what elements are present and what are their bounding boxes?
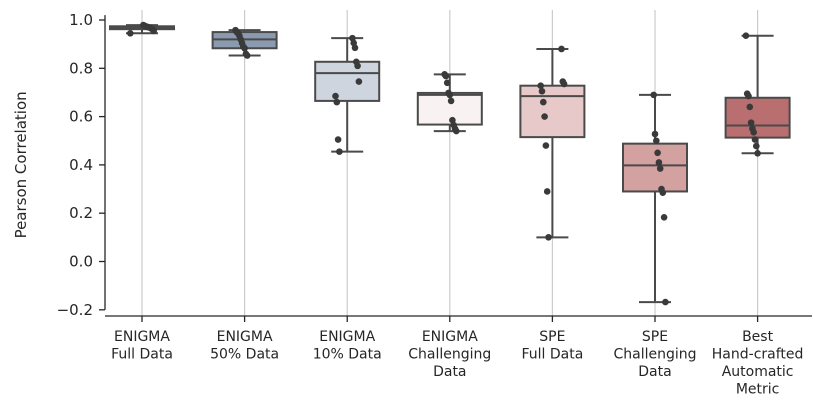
data-point xyxy=(540,98,547,106)
data-point xyxy=(656,165,664,172)
x-category-label: Full Data xyxy=(521,347,583,363)
x-category-label: Automatic xyxy=(722,364,794,380)
x-category-label: SPE xyxy=(539,329,565,345)
data-point xyxy=(559,78,567,85)
x-category-label: 50% Data xyxy=(210,347,279,363)
data-point xyxy=(754,150,761,157)
y-tick-label: 0.4 xyxy=(69,156,93,174)
data-point xyxy=(545,234,552,241)
y-tick-label: 0.6 xyxy=(69,108,93,126)
data-point xyxy=(355,78,363,85)
x-category-label: SPE xyxy=(642,329,668,345)
data-point xyxy=(449,116,456,124)
data-point xyxy=(140,21,147,29)
data-point xyxy=(655,159,663,166)
data-point xyxy=(654,149,661,157)
data-point xyxy=(232,26,239,34)
data-point xyxy=(349,34,356,42)
y-tick-label: 0.2 xyxy=(69,204,93,222)
x-category-label: Data xyxy=(433,364,466,380)
x-category-label: ENIGMA xyxy=(422,329,478,345)
data-point xyxy=(334,136,342,143)
data-point xyxy=(662,298,669,306)
y-tick-label: 1.0 xyxy=(69,11,93,29)
x-category-label: Challenging xyxy=(408,347,491,363)
data-point xyxy=(447,97,455,105)
y-axis-label: Pearson Correlation xyxy=(12,91,30,238)
data-point xyxy=(742,32,750,39)
data-point xyxy=(333,98,341,106)
data-point xyxy=(743,90,751,97)
y-tick-label: −0.2 xyxy=(57,301,93,319)
data-point xyxy=(441,71,448,78)
data-point xyxy=(541,113,548,120)
box xyxy=(724,96,791,139)
x-category-label: Challenging xyxy=(613,347,696,363)
data-point xyxy=(538,87,546,95)
data-point xyxy=(751,136,759,143)
data-point xyxy=(651,130,659,138)
data-point xyxy=(332,92,339,100)
data-point xyxy=(660,214,668,221)
data-point xyxy=(753,142,760,150)
data-point xyxy=(537,82,544,89)
data-point xyxy=(558,45,565,53)
box xyxy=(314,60,381,102)
y-tick-label: 0.8 xyxy=(69,59,93,77)
x-category-label: Metric xyxy=(736,382,780,398)
x-category-label: Hand-crafted xyxy=(712,347,804,363)
data-point xyxy=(127,29,134,37)
data-point xyxy=(242,50,250,58)
data-point xyxy=(749,125,756,132)
x-category-label: 10% Data xyxy=(313,347,382,363)
data-point xyxy=(747,119,755,126)
data-point xyxy=(353,58,360,66)
data-point xyxy=(543,188,551,195)
data-point xyxy=(445,89,452,97)
x-category-label: ENIGMA xyxy=(114,329,170,345)
data-point xyxy=(336,148,343,155)
data-point xyxy=(650,91,657,99)
data-point xyxy=(443,79,451,87)
x-category-label: ENIGMA xyxy=(319,329,375,345)
y-tick-label: 0.0 xyxy=(69,253,93,271)
x-category-label: Full Data xyxy=(111,347,173,363)
box xyxy=(519,84,586,139)
x-category-label: Data xyxy=(638,364,671,380)
data-point xyxy=(658,185,665,193)
data-point xyxy=(653,137,660,145)
data-point xyxy=(542,142,550,149)
x-category-label: ENIGMA xyxy=(217,329,273,345)
x-category-label: Best xyxy=(742,329,774,345)
data-point xyxy=(746,103,754,111)
